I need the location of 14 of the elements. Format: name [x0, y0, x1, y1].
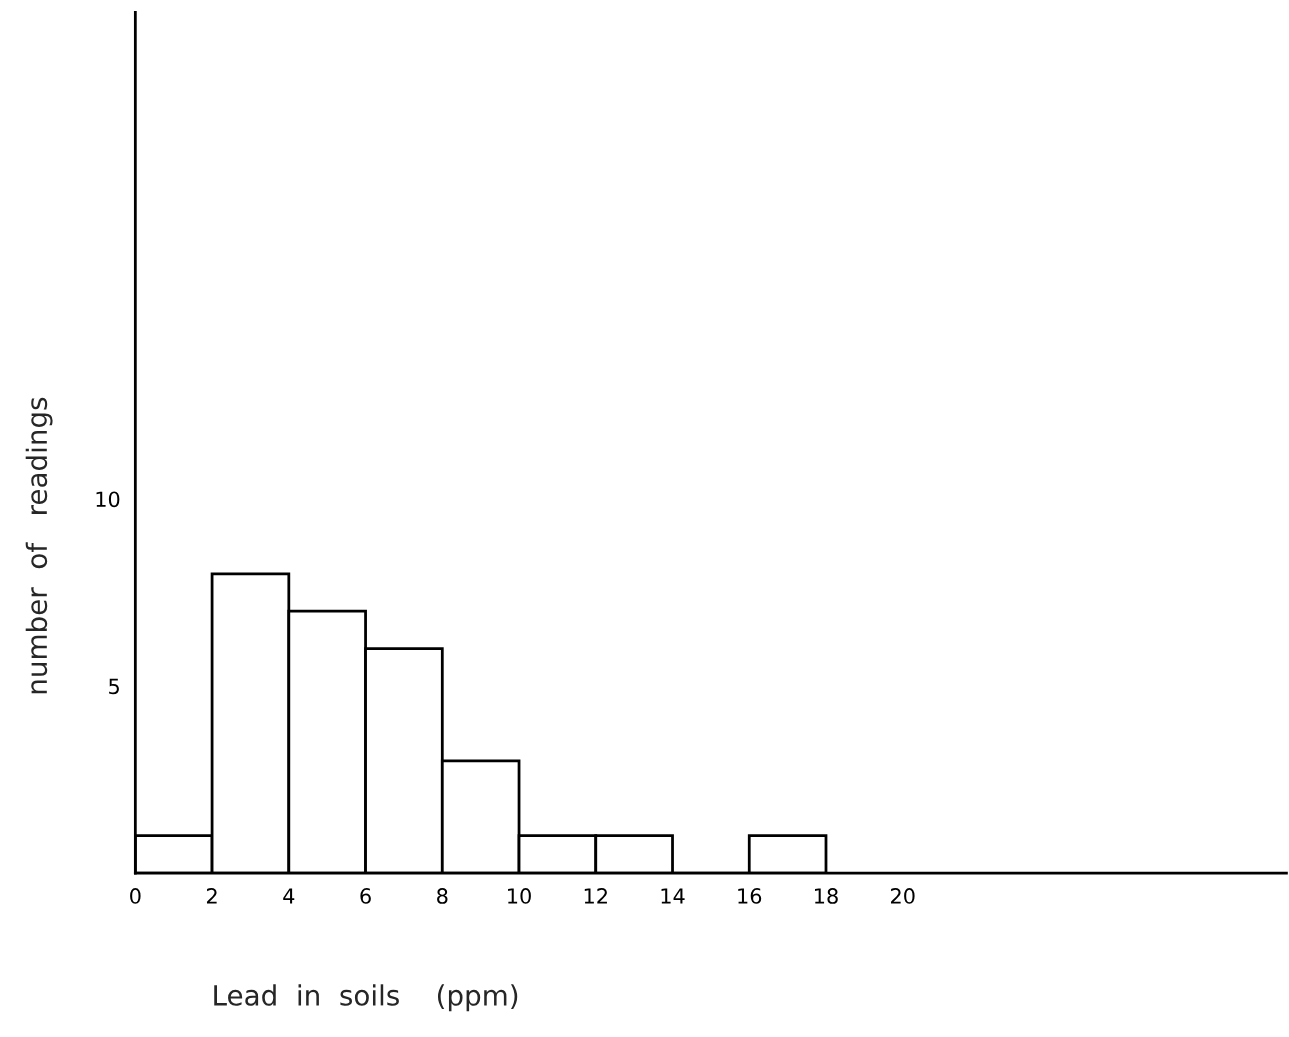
- x-tick-label: 6: [360, 888, 371, 904]
- x-tick-label: 14: [661, 888, 685, 904]
- x-tick-label: 12: [584, 888, 607, 904]
- x-tick-label: 4: [283, 888, 295, 904]
- x-tick-label: 16: [738, 888, 762, 904]
- x-tick-label: 8: [437, 888, 448, 904]
- y-tick-label: 5: [109, 678, 119, 695]
- x-tick-label: 0: [130, 888, 141, 904]
- y-axis-title: number of readings: [25, 397, 53, 694]
- x-tick-label: 10: [508, 888, 531, 904]
- x-axis-title: Lead in soils (ppm): [214, 984, 518, 1012]
- x-tick-label: 20: [891, 888, 915, 904]
- x-tick-label: 18: [815, 888, 838, 904]
- x-tick-label: 2: [206, 888, 217, 904]
